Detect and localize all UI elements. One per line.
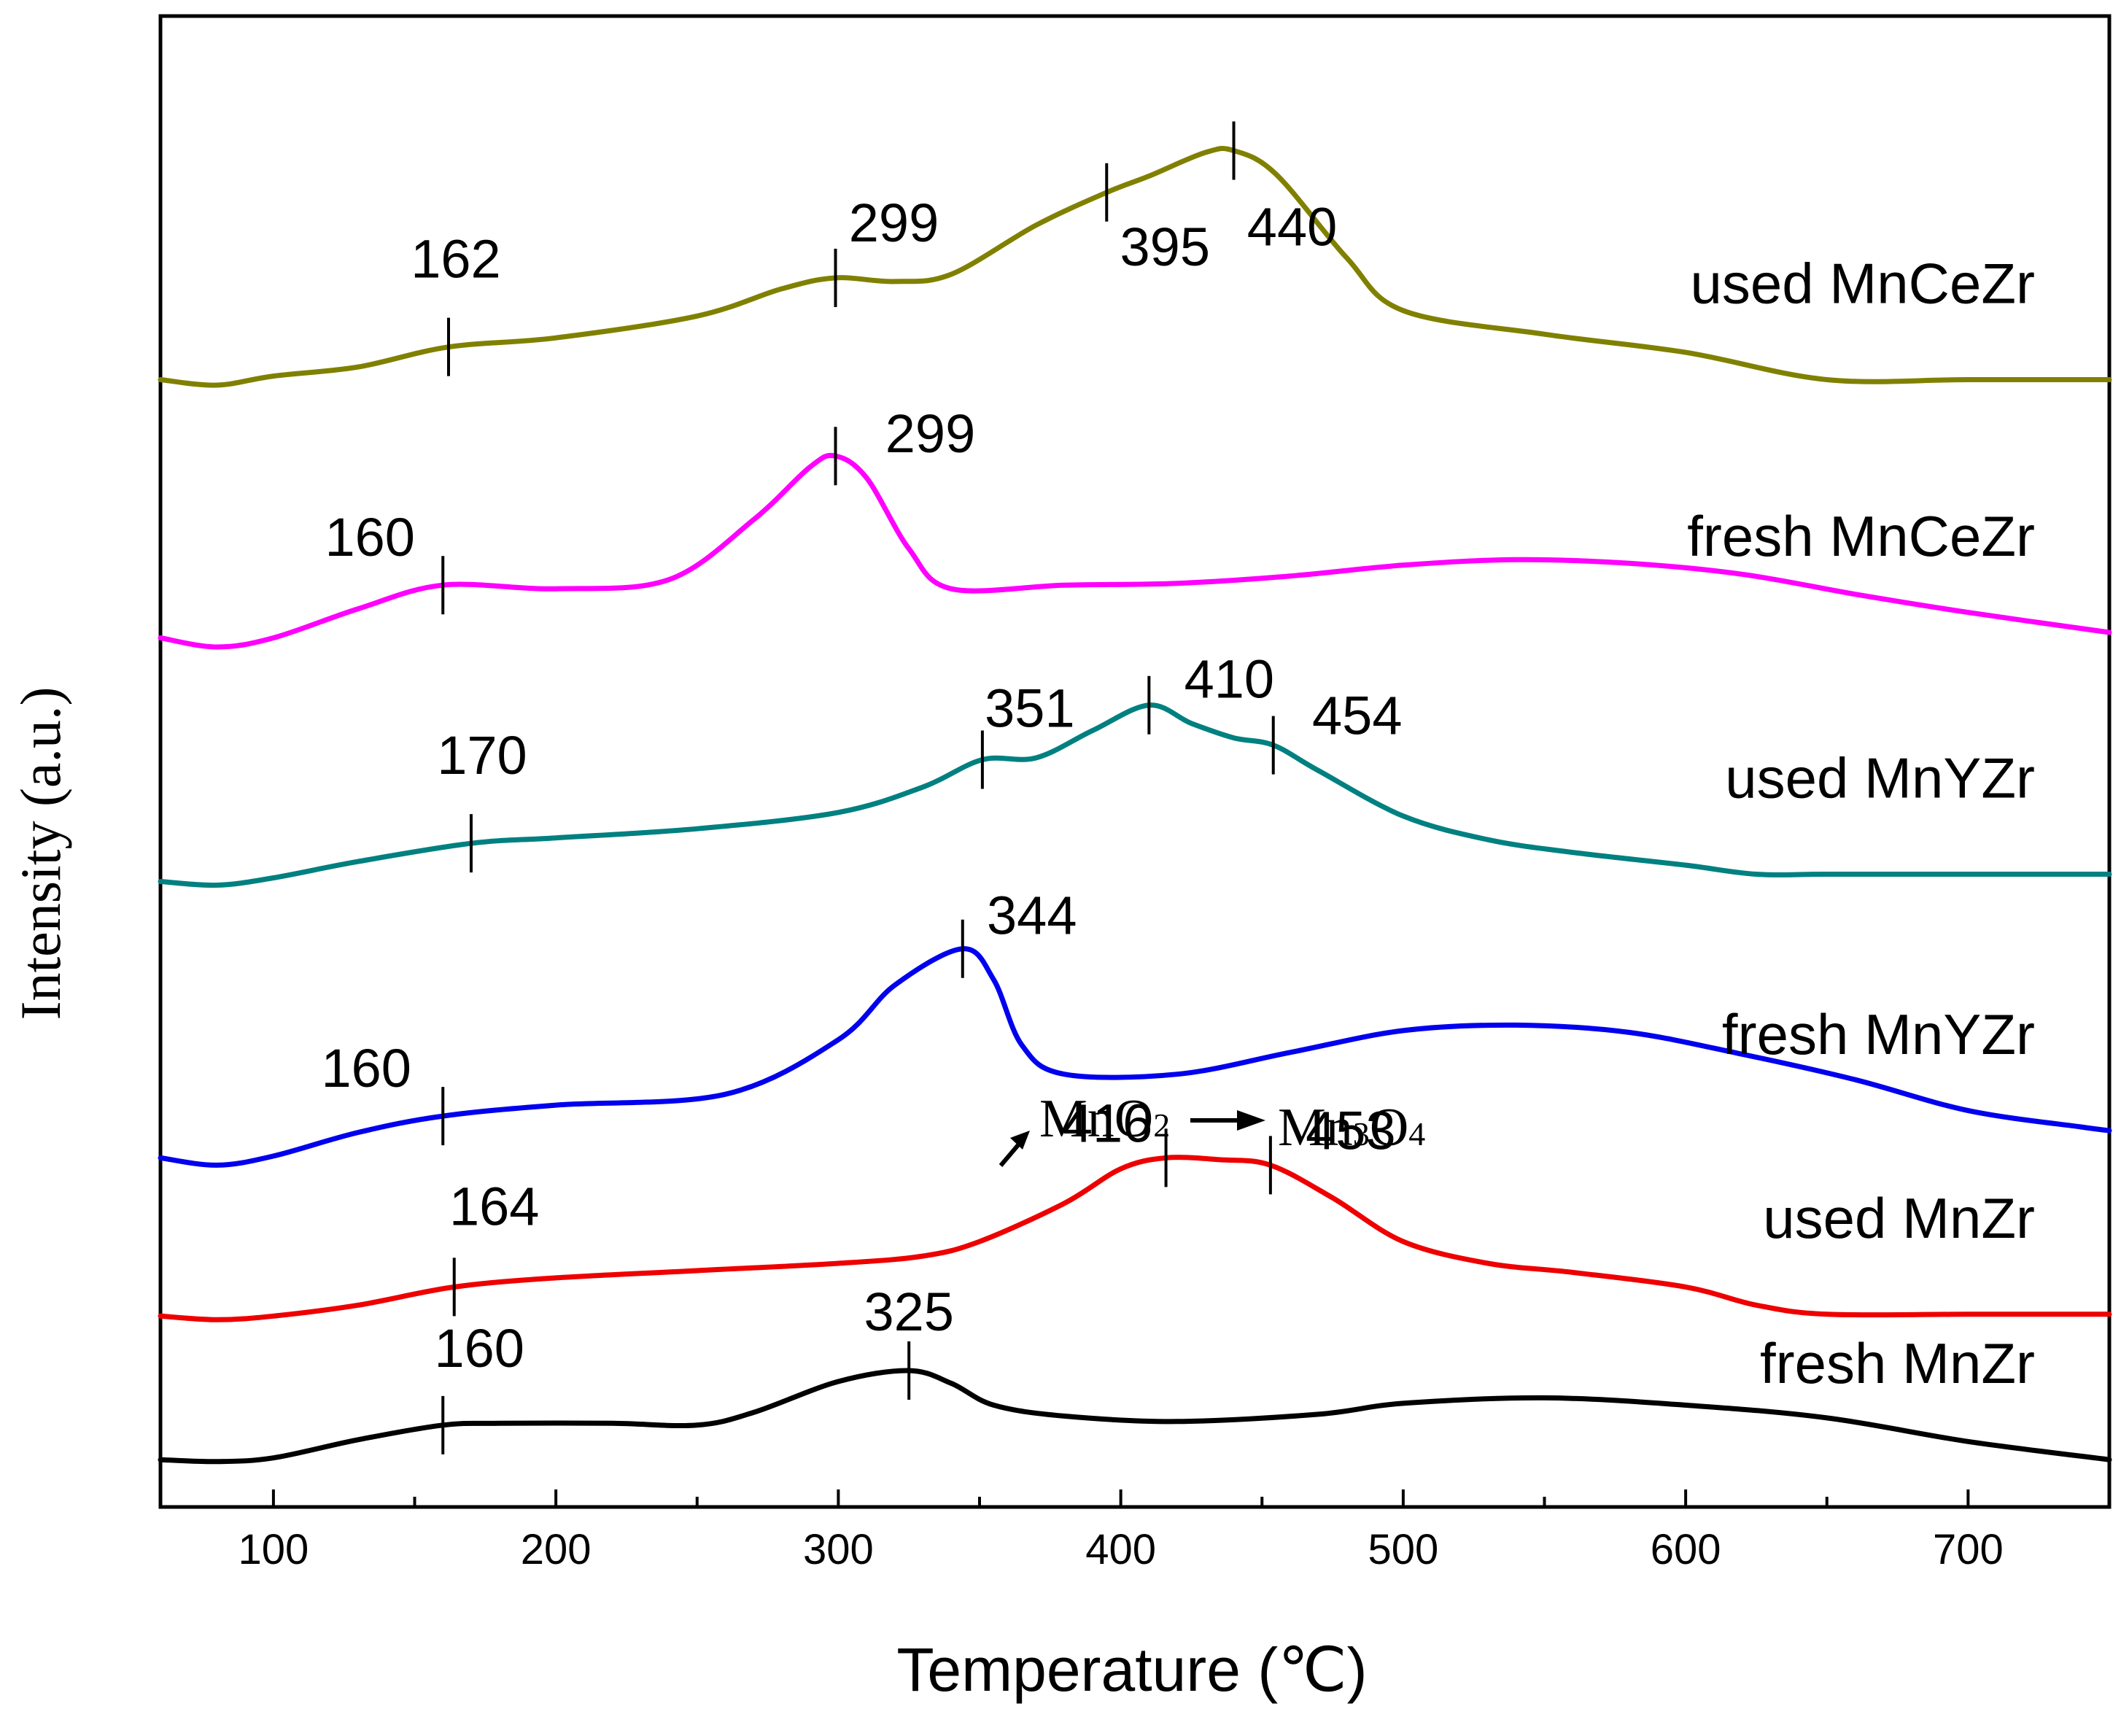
peak-marker-layer xyxy=(441,121,1275,1454)
peak-label: 344 xyxy=(987,886,1077,946)
series-label-used-mnzr: used MnZr xyxy=(1763,1186,2035,1250)
peak-label: 170 xyxy=(437,725,527,786)
annotation-arrow-diagonal xyxy=(999,1140,1023,1167)
peak-label: 164 xyxy=(449,1176,539,1236)
x-tick-label: 600 xyxy=(1651,1526,1721,1573)
series-line-used-mncezr xyxy=(158,146,2112,388)
x-tick-label: 300 xyxy=(803,1526,874,1573)
mno2-label: MnO2 xyxy=(1039,1089,1170,1149)
x-tick-label: 500 xyxy=(1368,1526,1438,1573)
peak-label: 454 xyxy=(1312,686,1402,746)
annotation-arrowhead-diagonal xyxy=(1010,1131,1030,1150)
peak-label: 351 xyxy=(985,678,1074,739)
peak-label: 395 xyxy=(1120,217,1210,277)
plot-frame-layer: 100 200 300 400 500 600 700 xyxy=(158,14,2112,1573)
series-label-fresh-mnyzr: fresh MnYZr xyxy=(1722,1002,2035,1066)
peak-label: 325 xyxy=(864,1282,953,1342)
peak-label: 416 xyxy=(1063,1093,1152,1153)
x-tick-label: 100 xyxy=(239,1526,309,1573)
y-axis-label: Intensity (a.u.) xyxy=(9,686,72,1020)
series-line-fresh-mnyzr xyxy=(158,946,2112,1168)
x-axis-label: Temperature (℃) xyxy=(896,1635,1367,1704)
peak-label: 440 xyxy=(1247,196,1337,257)
plot-frame xyxy=(158,14,2112,1509)
label-layer: fresh MnZr used MnZr fresh MnYZr used MnYZr… xyxy=(322,193,2035,1395)
peak-label: 160 xyxy=(435,1318,524,1379)
peak-label: 410 xyxy=(1184,649,1274,710)
series-label-used-mnyzr: used MnYZr xyxy=(1725,746,2035,810)
peak-label: 162 xyxy=(411,229,500,290)
mn3o4-label: Mn3O4 xyxy=(1278,1098,1425,1158)
peak-label: 160 xyxy=(325,507,415,567)
x-tick-label: 400 xyxy=(1085,1526,1156,1573)
series-label-used-mncezr: used MnCeZr xyxy=(1691,252,2036,316)
peak-label: 299 xyxy=(885,403,975,464)
reaction-annotation: MnO2 Mn3O4 xyxy=(999,1089,1425,1167)
peak-label: 453 xyxy=(1306,1100,1395,1160)
series-label-fresh-mnzr: fresh MnZr xyxy=(1760,1331,2035,1395)
series-label-fresh-mncezr: fresh MnCeZr xyxy=(1687,504,2035,568)
peak-label: 299 xyxy=(849,193,939,253)
annotation-arrowhead-horizontal xyxy=(1237,1110,1265,1131)
peak-label: 160 xyxy=(322,1038,411,1098)
x-tick-label: 700 xyxy=(1933,1526,2004,1573)
x-tick-label: 200 xyxy=(521,1526,592,1573)
